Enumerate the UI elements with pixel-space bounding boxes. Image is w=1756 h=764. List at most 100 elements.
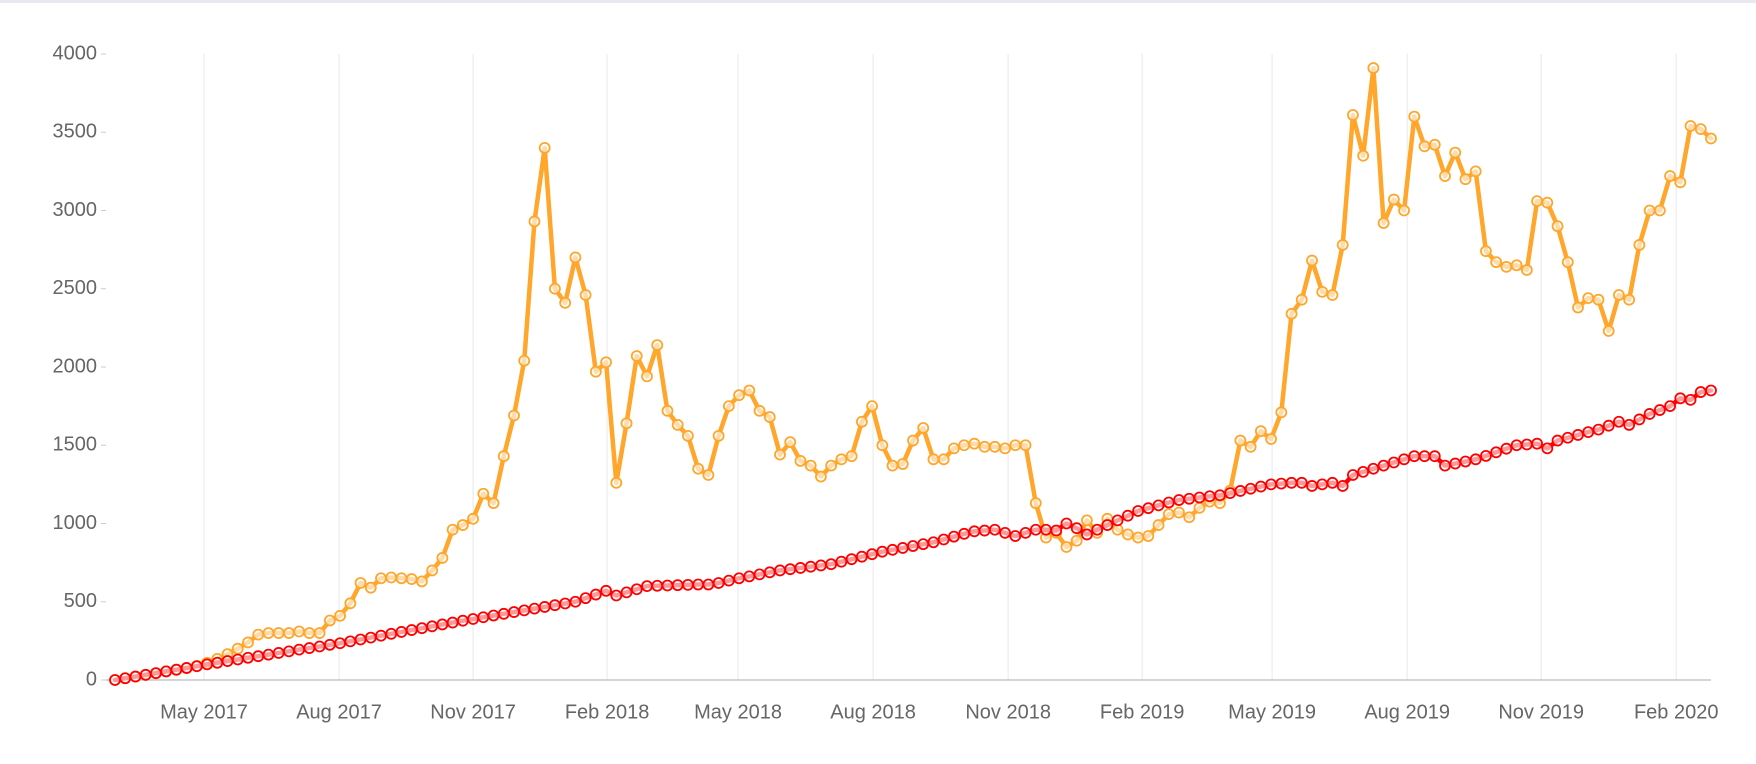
point xyxy=(538,601,551,613)
point xyxy=(364,581,377,594)
point xyxy=(835,453,848,466)
point xyxy=(1121,528,1134,541)
point xyxy=(518,604,531,617)
point xyxy=(825,459,838,472)
point xyxy=(600,584,612,597)
point xyxy=(917,422,930,434)
point xyxy=(477,611,490,624)
point xyxy=(774,448,786,461)
point xyxy=(1254,425,1267,438)
point xyxy=(794,562,807,574)
point xyxy=(988,523,1001,536)
point xyxy=(405,624,418,636)
point xyxy=(1091,523,1104,536)
point xyxy=(794,454,807,467)
point xyxy=(589,588,602,601)
point xyxy=(753,404,766,417)
point xyxy=(508,409,520,422)
x-tick-label: Aug 2019 xyxy=(1364,701,1450,723)
point xyxy=(1275,477,1288,490)
point xyxy=(262,648,275,661)
point xyxy=(999,526,1011,539)
point xyxy=(446,523,459,536)
point xyxy=(1613,415,1625,428)
point xyxy=(1531,437,1543,450)
point xyxy=(763,566,776,579)
point xyxy=(671,419,684,431)
point xyxy=(692,578,705,591)
point xyxy=(252,628,265,641)
point xyxy=(1592,293,1605,306)
point xyxy=(508,606,520,618)
point xyxy=(620,586,633,599)
point xyxy=(109,674,121,686)
point xyxy=(702,578,715,591)
point xyxy=(825,558,838,571)
x-tick-label: May 2018 xyxy=(694,701,782,723)
point xyxy=(1265,433,1277,445)
point xyxy=(958,439,971,452)
point xyxy=(1561,431,1574,444)
point xyxy=(211,656,224,669)
point xyxy=(303,627,316,639)
point xyxy=(426,620,439,633)
x-tick-label: May 2017 xyxy=(160,701,248,723)
point xyxy=(1613,289,1625,301)
point xyxy=(1214,489,1226,502)
point xyxy=(1029,497,1042,510)
point xyxy=(323,638,336,651)
point xyxy=(937,453,950,466)
point xyxy=(1193,491,1206,504)
point xyxy=(876,439,889,452)
point xyxy=(1684,393,1697,406)
point xyxy=(1326,289,1339,301)
series-line xyxy=(112,65,1714,683)
point xyxy=(927,453,940,466)
point xyxy=(1173,494,1185,506)
point xyxy=(671,579,684,592)
point xyxy=(1551,220,1564,233)
point xyxy=(1664,400,1676,413)
point xyxy=(1582,292,1595,305)
point xyxy=(1480,449,1492,462)
y-tick-label: 3500 xyxy=(53,121,98,143)
point xyxy=(1081,528,1093,541)
point xyxy=(1234,485,1247,497)
point xyxy=(1449,146,1462,159)
point xyxy=(1244,482,1257,495)
point xyxy=(528,602,541,615)
point xyxy=(1377,217,1390,229)
point xyxy=(1582,426,1595,439)
y-tick-label: 3000 xyxy=(53,199,98,221)
y-tick-label: 500 xyxy=(64,590,97,612)
point xyxy=(1357,465,1370,478)
point xyxy=(968,437,981,450)
point xyxy=(1520,438,1533,451)
y-tick-label: 1500 xyxy=(53,434,98,456)
point xyxy=(262,627,275,639)
point xyxy=(190,660,203,673)
point xyxy=(1132,531,1144,544)
point xyxy=(896,542,909,554)
point xyxy=(283,645,295,658)
x-tick-label: Feb 2020 xyxy=(1634,701,1719,723)
point xyxy=(1142,502,1155,515)
point xyxy=(334,609,346,622)
point xyxy=(855,550,868,563)
point xyxy=(201,658,213,671)
point xyxy=(1633,239,1646,251)
point xyxy=(1347,109,1359,121)
point xyxy=(242,651,254,664)
point xyxy=(385,571,398,584)
point xyxy=(1295,293,1308,306)
point xyxy=(1081,514,1093,527)
point xyxy=(1592,423,1605,436)
point xyxy=(1162,496,1175,509)
point xyxy=(866,400,878,413)
point xyxy=(1398,204,1410,217)
point xyxy=(999,442,1011,455)
point xyxy=(1111,514,1124,527)
point xyxy=(804,459,817,472)
point xyxy=(405,573,418,585)
point xyxy=(323,614,336,627)
